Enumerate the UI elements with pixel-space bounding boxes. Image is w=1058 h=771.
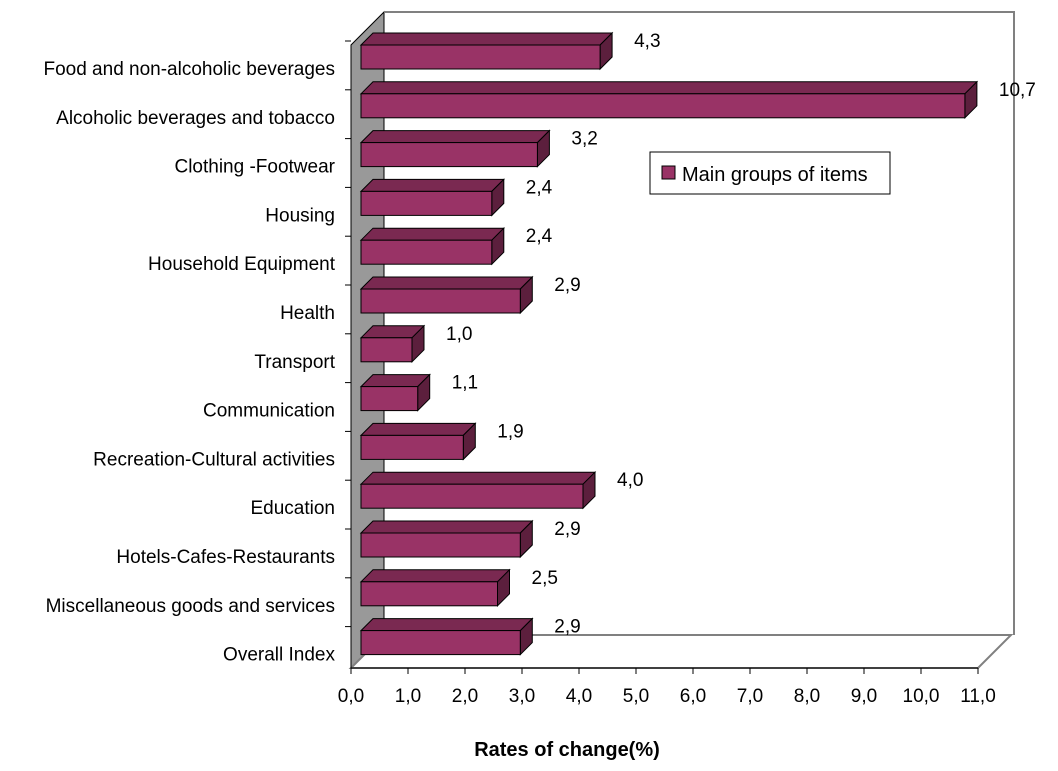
data-label: 2,9 <box>554 275 580 296</box>
bar <box>359 129 551 168</box>
x-tick-label: 7,0 <box>737 686 763 707</box>
data-labels-group: 4,3 10,7 3,2 2,4 2,4 2,9 1,0 1,1 1,9 4,0 2,9 2,5 2,9 <box>446 31 1036 638</box>
category-label: Overall Index <box>223 645 335 666</box>
bar-front-face <box>360 44 601 70</box>
bar-front-face <box>360 337 413 363</box>
x-tick-label: 4,0 <box>566 686 592 707</box>
x-tick-label: 11,0 <box>960 686 996 707</box>
bar-front-face <box>360 386 419 412</box>
x-tick-label: 1,0 <box>395 686 421 707</box>
bar-front-face <box>360 434 464 460</box>
data-label: 2,9 <box>554 617 580 638</box>
category-label: Housing <box>265 205 335 226</box>
data-label: 10,7 <box>999 80 1036 101</box>
data-label: 1,0 <box>446 324 472 345</box>
bar <box>359 31 614 71</box>
bar-front-face <box>360 532 521 558</box>
bar-front-face <box>360 288 521 314</box>
bar <box>359 470 597 510</box>
bar-top-face <box>359 276 534 290</box>
bars-group <box>359 31 979 656</box>
bar <box>359 178 506 217</box>
bar-front-face <box>360 93 966 119</box>
x-tick-label: 5,0 <box>623 686 649 707</box>
bar-front-face <box>360 630 521 656</box>
category-label: Education <box>250 498 335 519</box>
bar <box>359 373 431 412</box>
legend-entry-label: Main groups of items <box>682 164 868 186</box>
y-axis: Food and non-alcoholic beverages Alcoholi… <box>43 40 352 668</box>
bar-top-face <box>359 178 506 192</box>
x-tick-label: 9,0 <box>851 686 877 707</box>
data-label: 1,9 <box>497 421 523 442</box>
x-tick-label: 6,0 <box>680 686 706 707</box>
x-tick-label: 2,0 <box>452 686 478 707</box>
bar-top-face <box>359 32 614 46</box>
bar <box>359 324 426 364</box>
back-wall-frame <box>384 11 1015 635</box>
bar-top-face <box>359 471 597 485</box>
bar-front-face <box>360 142 538 168</box>
bar-front-face <box>360 581 498 607</box>
category-label: Transport <box>254 352 335 373</box>
x-tick-label: 3,0 <box>509 686 535 707</box>
legend-box <box>649 151 891 195</box>
category-label: Clothing -Footwear <box>174 157 335 178</box>
legend-swatch <box>661 165 676 180</box>
x-axis: 0,0 1,0 2,0 3,0 4,0 5,0 6,0 7,0 8,0 9,0 10,0 11,0 <box>338 667 996 707</box>
x-tick-label: 8,0 <box>794 686 820 707</box>
bar-top-face <box>359 618 534 632</box>
bar-front-face <box>360 239 493 265</box>
bar <box>359 226 506 266</box>
data-label: 2,4 <box>526 226 553 247</box>
bar <box>359 422 477 461</box>
bar <box>359 617 534 656</box>
bar-front-face <box>360 483 584 509</box>
category-label: Food and non-alcoholic beverages <box>43 59 335 80</box>
bar-top-face <box>359 130 551 144</box>
data-label: 2,5 <box>532 568 558 589</box>
bar-top-face <box>359 520 534 534</box>
data-label: 2,4 <box>526 177 553 198</box>
category-label: Household Equipment <box>148 254 336 275</box>
category-label: Communication <box>203 401 335 422</box>
category-label: Miscellaneous goods and services <box>46 596 335 617</box>
bar <box>359 80 979 120</box>
data-label: 4,3 <box>634 31 660 52</box>
category-label: Hotels-Cafes-Restaurants <box>116 547 335 568</box>
category-label: Recreation-Cultural activities <box>93 449 335 470</box>
bar <box>359 519 534 559</box>
x-axis-title: Rates of change(%) <box>474 739 660 761</box>
bar-front-face <box>360 190 493 216</box>
bar-top-face <box>359 81 979 95</box>
legend: Main groups of items <box>649 151 891 195</box>
bar <box>359 275 534 315</box>
bar-top-face <box>359 569 511 583</box>
x-tick-label: 10,0 <box>903 686 940 707</box>
data-label: 3,2 <box>571 129 597 150</box>
category-label: Health <box>280 303 335 324</box>
category-label: Alcoholic beverages and tobacco <box>56 108 335 129</box>
data-label: 2,9 <box>554 519 580 540</box>
data-label: 1,1 <box>452 373 478 394</box>
data-label: 4,0 <box>617 470 643 491</box>
bar-top-face <box>359 422 477 436</box>
x-tick-label: 0,0 <box>338 686 364 707</box>
bar <box>359 568 511 608</box>
bar-top-face <box>359 227 506 241</box>
